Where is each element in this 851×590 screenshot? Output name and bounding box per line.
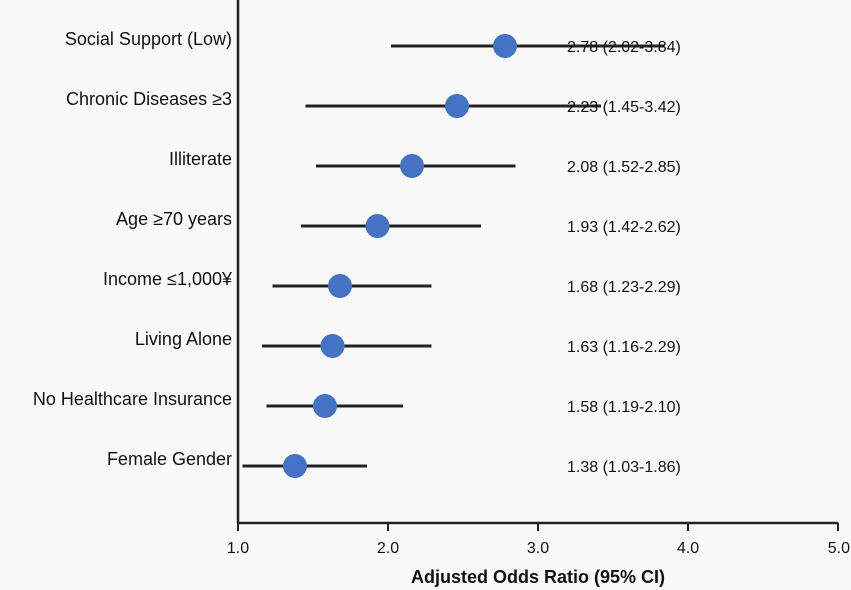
x-tick-label: 2.0 [377, 540, 399, 557]
or-ci-text: 2.78 (2.02-3.84) [567, 39, 681, 56]
or-ci-text: 1.38 (1.03-1.86) [567, 459, 681, 476]
estimate-point [313, 394, 337, 418]
forest-row: Living Alone 1.63 (1.16-2.29) [135, 329, 681, 358]
row-label: Social Support (Low) [65, 29, 232, 49]
or-ci-text: 2.23 (1.45-3.42) [567, 99, 681, 116]
forest-row: Income ≤1,000¥ 1.68 (1.23-2.29) [103, 269, 681, 298]
x-tick-label: 4.0 [677, 540, 699, 557]
or-ci-text: 1.93 (1.42-2.62) [567, 219, 681, 236]
row-label: Income ≤1,000¥ [103, 269, 233, 289]
x-axis-label: Adjusted Odds Ratio (95% CI) [411, 567, 665, 587]
forest-row: Female Gender 1.38 (1.03-1.86) [107, 449, 681, 478]
forest-row: Illiterate 2.08 (1.52-2.85) [169, 149, 681, 178]
forest-row: Chronic Diseases ≥3 2.23 (1.45-3.42) [66, 89, 681, 118]
or-ci-text: 1.68 (1.23-2.29) [567, 279, 681, 296]
row-label: Age ≥70 years [116, 209, 232, 229]
row-label: Living Alone [135, 329, 232, 349]
estimate-point [328, 274, 352, 298]
forest-row: No Healthcare Insurance 1.58 (1.19-2.10) [33, 389, 681, 418]
estimate-point [365, 214, 390, 238]
forest-row: Age ≥70 years 1.93 (1.42-2.62) [116, 209, 681, 238]
or-ci-text: 1.63 (1.16-2.29) [567, 339, 681, 356]
forest-row: Social Support (Low) 2.78 (2.02-3.84) [65, 29, 681, 58]
x-tick-label: 3.0 [527, 540, 549, 557]
x-ticks: 1.0 2.0 3.0 4.0 5.0 [227, 523, 850, 557]
x-tick-label: 5.0 [828, 540, 850, 557]
rows-layer: Social Support (Low) 2.78 (2.02-3.84) Chro… [33, 29, 681, 478]
or-ci-text: 1.58 (1.19-2.10) [567, 399, 681, 416]
estimate-point [320, 334, 345, 358]
estimate-point [400, 154, 424, 178]
estimate-point [283, 454, 307, 478]
row-label: No Healthcare Insurance [33, 389, 232, 409]
row-label: Female Gender [107, 449, 232, 469]
row-label: Chronic Diseases ≥3 [66, 89, 232, 109]
x-tick-label: 1.0 [227, 540, 249, 557]
estimate-point [445, 94, 469, 118]
estimate-point [493, 34, 517, 58]
row-label: Illiterate [169, 149, 232, 169]
or-ci-text: 2.08 (1.52-2.85) [567, 159, 681, 176]
